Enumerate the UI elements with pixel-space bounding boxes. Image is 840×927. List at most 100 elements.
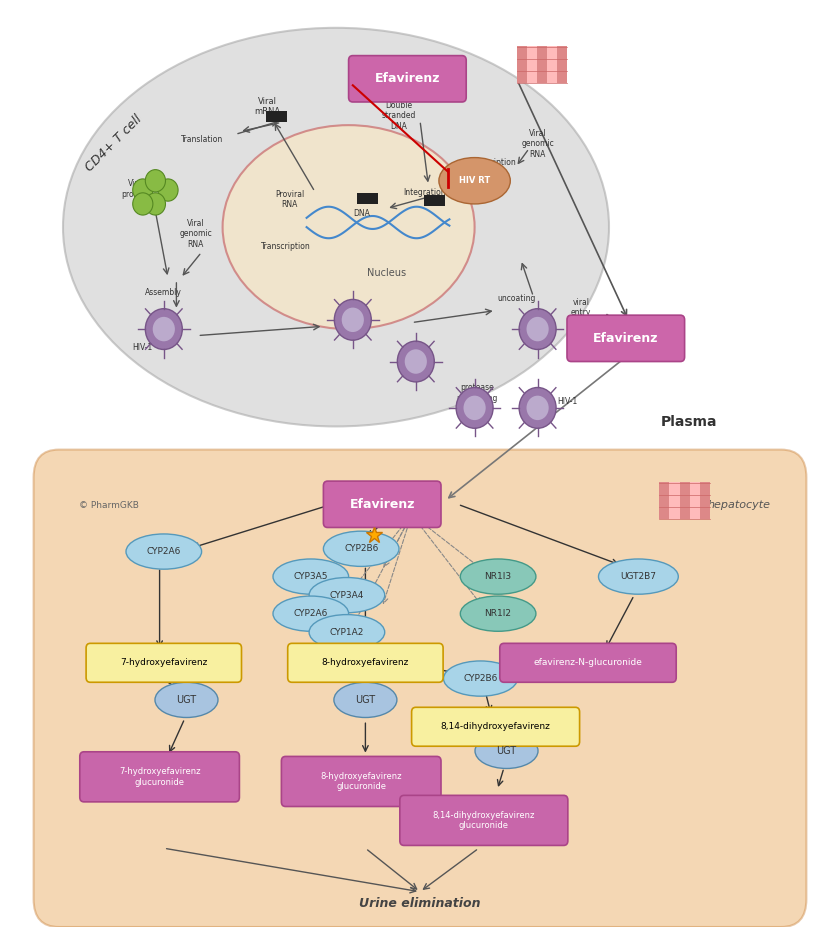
Circle shape bbox=[519, 387, 556, 428]
Text: HIV-1: HIV-1 bbox=[557, 397, 577, 406]
Ellipse shape bbox=[475, 733, 538, 768]
Circle shape bbox=[527, 317, 549, 341]
Text: CYP2B6: CYP2B6 bbox=[464, 674, 497, 683]
Text: Proviral
RNA: Proviral RNA bbox=[276, 190, 304, 209]
Text: CD4+ T cell: CD4+ T cell bbox=[82, 113, 144, 174]
Text: protease
processing: protease processing bbox=[456, 384, 498, 402]
Bar bbox=[266, 111, 287, 122]
Ellipse shape bbox=[598, 559, 679, 594]
Text: CYP3A5: CYP3A5 bbox=[293, 572, 328, 581]
Bar bbox=[690, 482, 700, 519]
Circle shape bbox=[153, 317, 175, 341]
Text: HIV RT: HIV RT bbox=[459, 176, 491, 185]
Text: 7-hydroxyefavirenz
glucuronide: 7-hydroxyefavirenz glucuronide bbox=[118, 768, 201, 786]
Circle shape bbox=[334, 299, 371, 340]
Bar bbox=[547, 46, 557, 83]
Text: Viral
genomic
RNA: Viral genomic RNA bbox=[522, 129, 554, 159]
Text: CYP2A6: CYP2A6 bbox=[147, 547, 181, 556]
Text: Viral
proteins: Viral proteins bbox=[121, 180, 153, 198]
Text: Integration: Integration bbox=[403, 188, 445, 197]
Bar bbox=[680, 482, 690, 519]
Ellipse shape bbox=[273, 596, 349, 631]
Text: viral
entry: viral entry bbox=[571, 298, 591, 317]
Text: CYP1A2: CYP1A2 bbox=[330, 628, 364, 637]
Text: UGT: UGT bbox=[496, 746, 517, 756]
Circle shape bbox=[145, 193, 165, 215]
Text: Transcription: Transcription bbox=[466, 158, 517, 167]
Circle shape bbox=[145, 170, 165, 192]
Ellipse shape bbox=[155, 682, 218, 717]
Text: 8,14-dihydroxyefavirenz: 8,14-dihydroxyefavirenz bbox=[441, 722, 550, 731]
Text: Plasma: Plasma bbox=[660, 414, 717, 429]
Text: NR1I3: NR1I3 bbox=[485, 572, 512, 581]
Circle shape bbox=[456, 387, 493, 428]
FancyBboxPatch shape bbox=[281, 756, 441, 806]
Text: Nucleus: Nucleus bbox=[367, 269, 406, 278]
Ellipse shape bbox=[333, 682, 396, 717]
Circle shape bbox=[133, 179, 153, 201]
FancyBboxPatch shape bbox=[34, 450, 806, 927]
Text: hepatocyte: hepatocyte bbox=[707, 501, 771, 510]
Text: 7-hydroxyefavirenz: 7-hydroxyefavirenz bbox=[120, 658, 207, 667]
Text: efavirenz-N-glucuronide: efavirenz-N-glucuronide bbox=[533, 658, 643, 667]
FancyBboxPatch shape bbox=[287, 643, 444, 682]
Text: CYP2A6: CYP2A6 bbox=[294, 609, 328, 618]
Circle shape bbox=[342, 308, 364, 332]
Text: NR1I2: NR1I2 bbox=[485, 609, 512, 618]
Ellipse shape bbox=[309, 578, 385, 613]
Text: Viral
genomic
RNA: Viral genomic RNA bbox=[180, 219, 212, 248]
FancyBboxPatch shape bbox=[349, 56, 466, 102]
Bar bbox=[700, 482, 710, 519]
Ellipse shape bbox=[223, 125, 475, 329]
Text: CYP2B6: CYP2B6 bbox=[344, 544, 378, 553]
Text: 8-hydroxyefavirenz: 8-hydroxyefavirenz bbox=[322, 658, 409, 667]
Text: CYP3A4: CYP3A4 bbox=[330, 590, 364, 600]
FancyBboxPatch shape bbox=[87, 643, 242, 682]
Text: Assembly: Assembly bbox=[145, 287, 182, 297]
Bar bbox=[659, 482, 669, 519]
Circle shape bbox=[145, 309, 182, 349]
Bar bbox=[527, 46, 537, 83]
Circle shape bbox=[527, 396, 549, 420]
Ellipse shape bbox=[323, 531, 399, 566]
Text: HIV-1: HIV-1 bbox=[133, 343, 153, 352]
Text: Viral
mRNA: Viral mRNA bbox=[254, 97, 281, 116]
FancyBboxPatch shape bbox=[400, 795, 568, 845]
Bar bbox=[537, 46, 547, 83]
FancyBboxPatch shape bbox=[323, 481, 441, 527]
Circle shape bbox=[158, 179, 178, 201]
Text: © PharmGKB: © PharmGKB bbox=[79, 501, 139, 510]
Text: Efavirenz: Efavirenz bbox=[349, 498, 415, 511]
Ellipse shape bbox=[273, 559, 349, 594]
Text: UGT2B7: UGT2B7 bbox=[621, 572, 656, 581]
Text: UGT: UGT bbox=[176, 695, 197, 705]
Ellipse shape bbox=[438, 158, 510, 204]
Text: 8-hydroxyefavirenz
glucuronide: 8-hydroxyefavirenz glucuronide bbox=[320, 772, 402, 791]
Bar bbox=[669, 482, 680, 519]
Text: Transcription: Transcription bbox=[260, 242, 311, 251]
Text: 8,14-dihydroxyefavirenz
glucuronide: 8,14-dihydroxyefavirenz glucuronide bbox=[433, 811, 535, 830]
Bar bbox=[357, 193, 378, 204]
Ellipse shape bbox=[460, 559, 536, 594]
Text: Translation: Translation bbox=[181, 134, 223, 144]
Text: Double
stranded
DNA: Double stranded DNA bbox=[382, 101, 416, 131]
Text: UGT: UGT bbox=[355, 695, 375, 705]
Circle shape bbox=[519, 309, 556, 349]
Circle shape bbox=[133, 193, 153, 215]
Circle shape bbox=[397, 341, 434, 382]
Ellipse shape bbox=[309, 615, 385, 650]
FancyBboxPatch shape bbox=[80, 752, 239, 802]
Ellipse shape bbox=[63, 28, 609, 426]
Text: Urine elimination: Urine elimination bbox=[360, 897, 480, 910]
Text: DNA: DNA bbox=[353, 209, 370, 218]
Text: uncoating: uncoating bbox=[497, 294, 536, 303]
Ellipse shape bbox=[126, 534, 202, 569]
FancyBboxPatch shape bbox=[412, 707, 580, 746]
Circle shape bbox=[405, 349, 427, 374]
FancyBboxPatch shape bbox=[500, 643, 676, 682]
Circle shape bbox=[464, 396, 486, 420]
Ellipse shape bbox=[444, 661, 517, 696]
Text: Efavirenz: Efavirenz bbox=[593, 332, 659, 345]
Bar bbox=[424, 195, 445, 206]
Bar bbox=[517, 46, 527, 83]
